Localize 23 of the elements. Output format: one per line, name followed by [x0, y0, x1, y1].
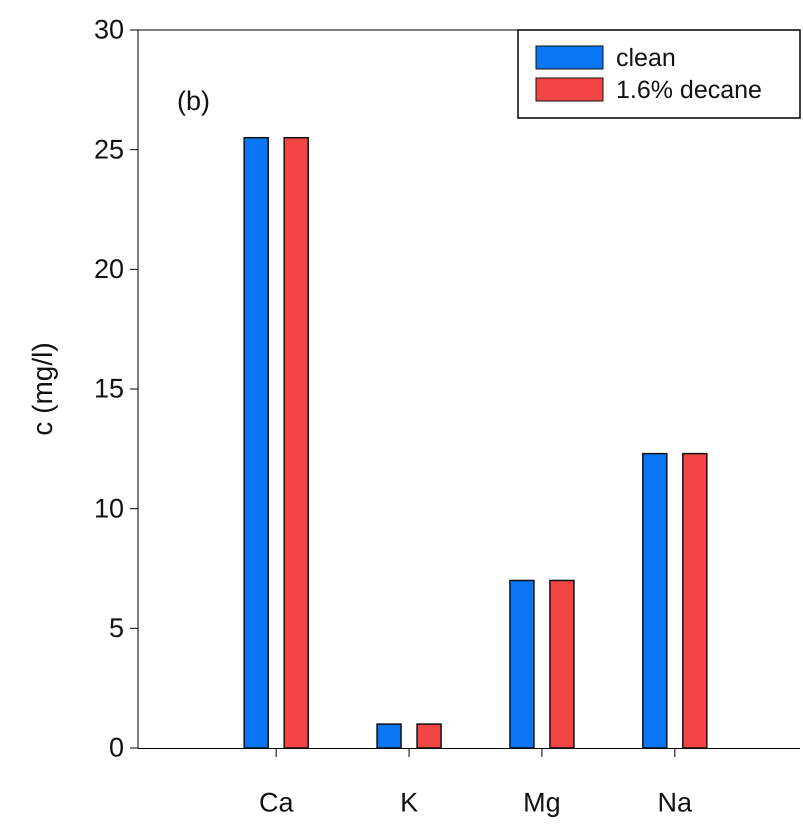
x-tick-label: Na — [658, 787, 694, 818]
x-tick-label: K — [400, 787, 418, 818]
x-tick-label: Ca — [258, 787, 294, 818]
bar — [376, 723, 402, 749]
y-tick-label: 15 — [94, 374, 124, 404]
y-tick-label: 5 — [108, 612, 124, 643]
y-tick-label: 25 — [94, 134, 124, 164]
y-tick-label: 10 — [94, 493, 124, 524]
y-tick-label: 20 — [94, 254, 124, 284]
bar — [416, 723, 442, 749]
bar — [283, 136, 309, 749]
y-axis-title: c (mg/l) — [27, 342, 58, 436]
bar — [509, 580, 535, 749]
legend-label: 1.6% decane — [616, 76, 762, 104]
legend-label: clean — [616, 44, 676, 72]
y-tick-label: 30 — [94, 14, 124, 45]
bar — [682, 452, 708, 749]
bar — [549, 580, 575, 749]
bar — [642, 452, 668, 749]
x-tick-label: Mg — [523, 787, 561, 818]
y-tick-label: 0 — [108, 732, 124, 763]
annotation: (b) — [177, 86, 210, 116]
bar — [243, 136, 269, 749]
